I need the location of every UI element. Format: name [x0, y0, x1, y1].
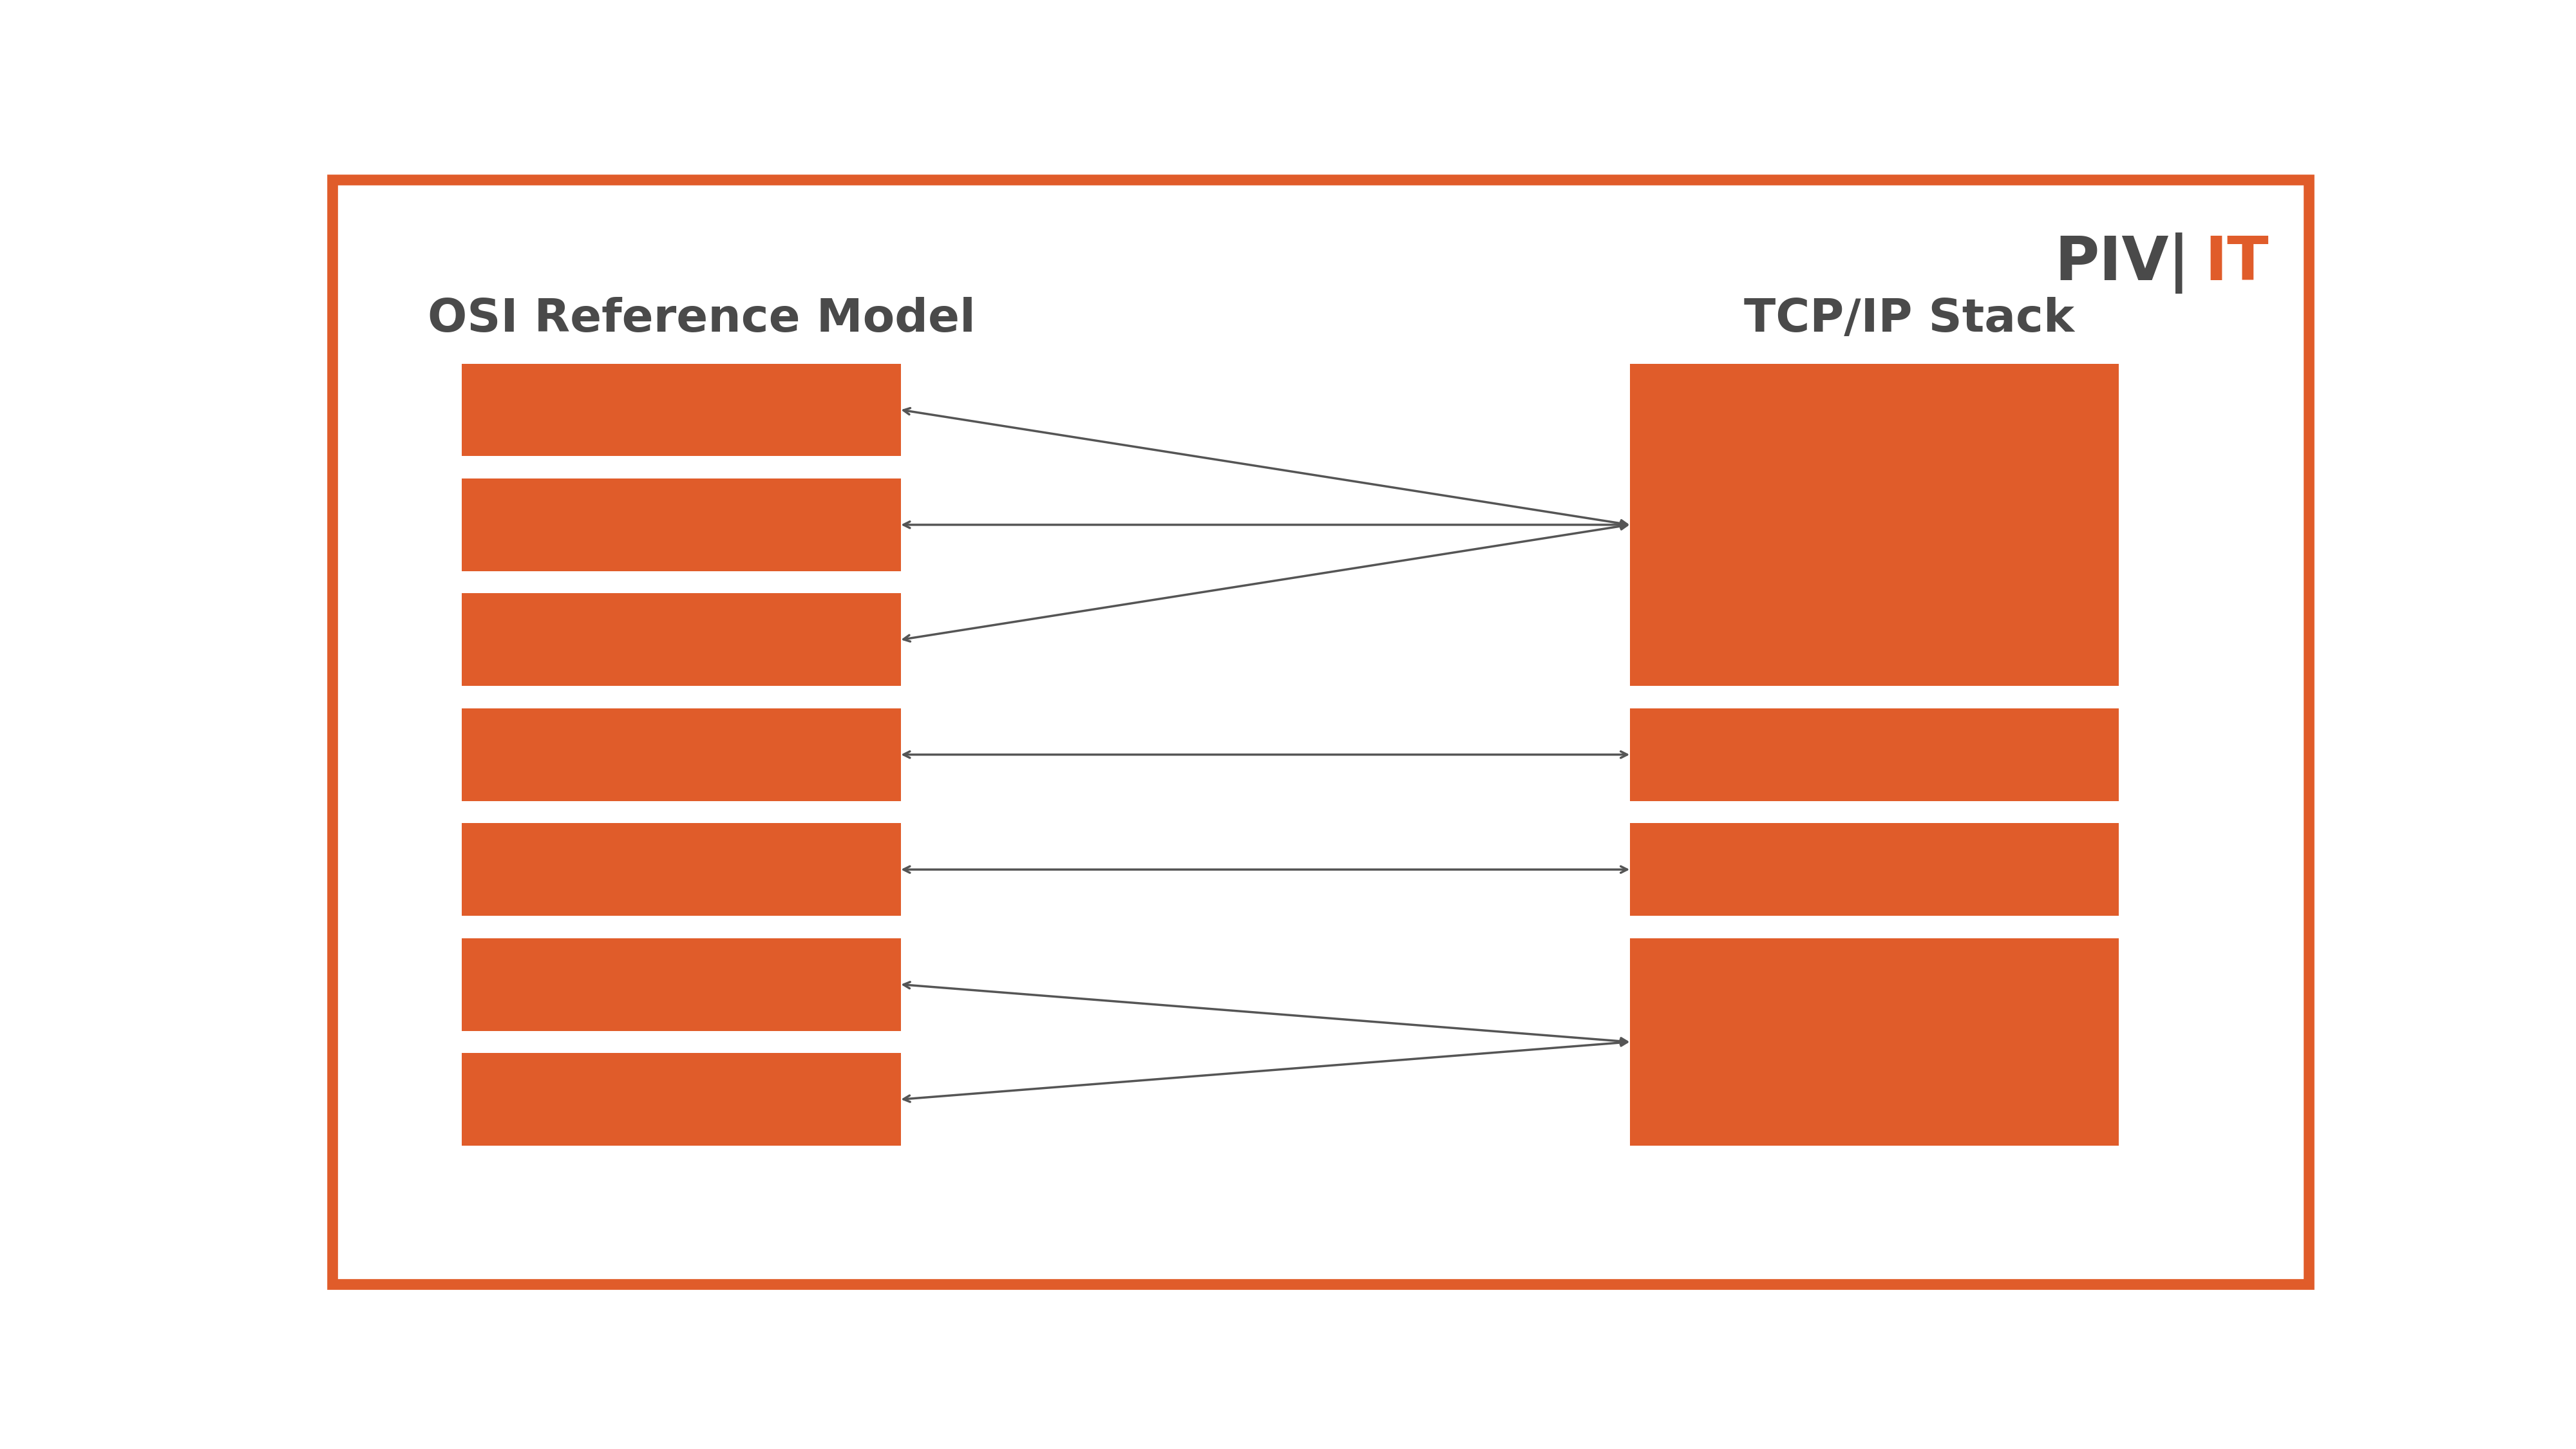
- Bar: [461, 709, 902, 801]
- Bar: [461, 594, 902, 685]
- FancyArrowPatch shape: [904, 523, 1628, 642]
- Bar: [1631, 938, 2117, 1146]
- Text: Transport: Transport: [1767, 736, 1981, 774]
- Bar: [461, 823, 902, 916]
- Bar: [461, 938, 902, 1030]
- Bar: [461, 1053, 902, 1146]
- FancyArrowPatch shape: [904, 982, 1628, 1045]
- Text: Physical: Physical: [590, 1081, 773, 1119]
- Bar: [1631, 364, 2117, 685]
- Text: Application: Application: [1749, 506, 1999, 543]
- FancyArrowPatch shape: [904, 752, 1628, 758]
- Text: IT: IT: [2205, 233, 2269, 293]
- Bar: [1631, 709, 2117, 801]
- FancyArrowPatch shape: [904, 522, 1628, 527]
- Text: Link: Link: [1829, 1023, 1922, 1061]
- FancyArrowPatch shape: [904, 409, 1628, 526]
- Bar: [461, 478, 902, 571]
- Text: Transport: Transport: [574, 736, 788, 774]
- Bar: [1631, 823, 2117, 916]
- Text: Network: Network: [587, 851, 775, 888]
- Text: OSI Reference Model: OSI Reference Model: [428, 297, 976, 341]
- Text: |: |: [2166, 232, 2190, 294]
- FancyArrowPatch shape: [904, 867, 1628, 872]
- Text: Internet: Internet: [1783, 851, 1965, 888]
- Text: Data Link: Data Link: [577, 965, 786, 1004]
- Text: TCP/IP Stack: TCP/IP Stack: [1744, 297, 2074, 341]
- Text: PIV: PIV: [2056, 233, 2169, 293]
- Bar: [461, 364, 902, 456]
- Text: Session: Session: [595, 620, 768, 659]
- Text: Application: Application: [556, 391, 806, 429]
- Text: Translation: Translation: [559, 506, 804, 543]
- FancyArrowPatch shape: [904, 1039, 1628, 1101]
